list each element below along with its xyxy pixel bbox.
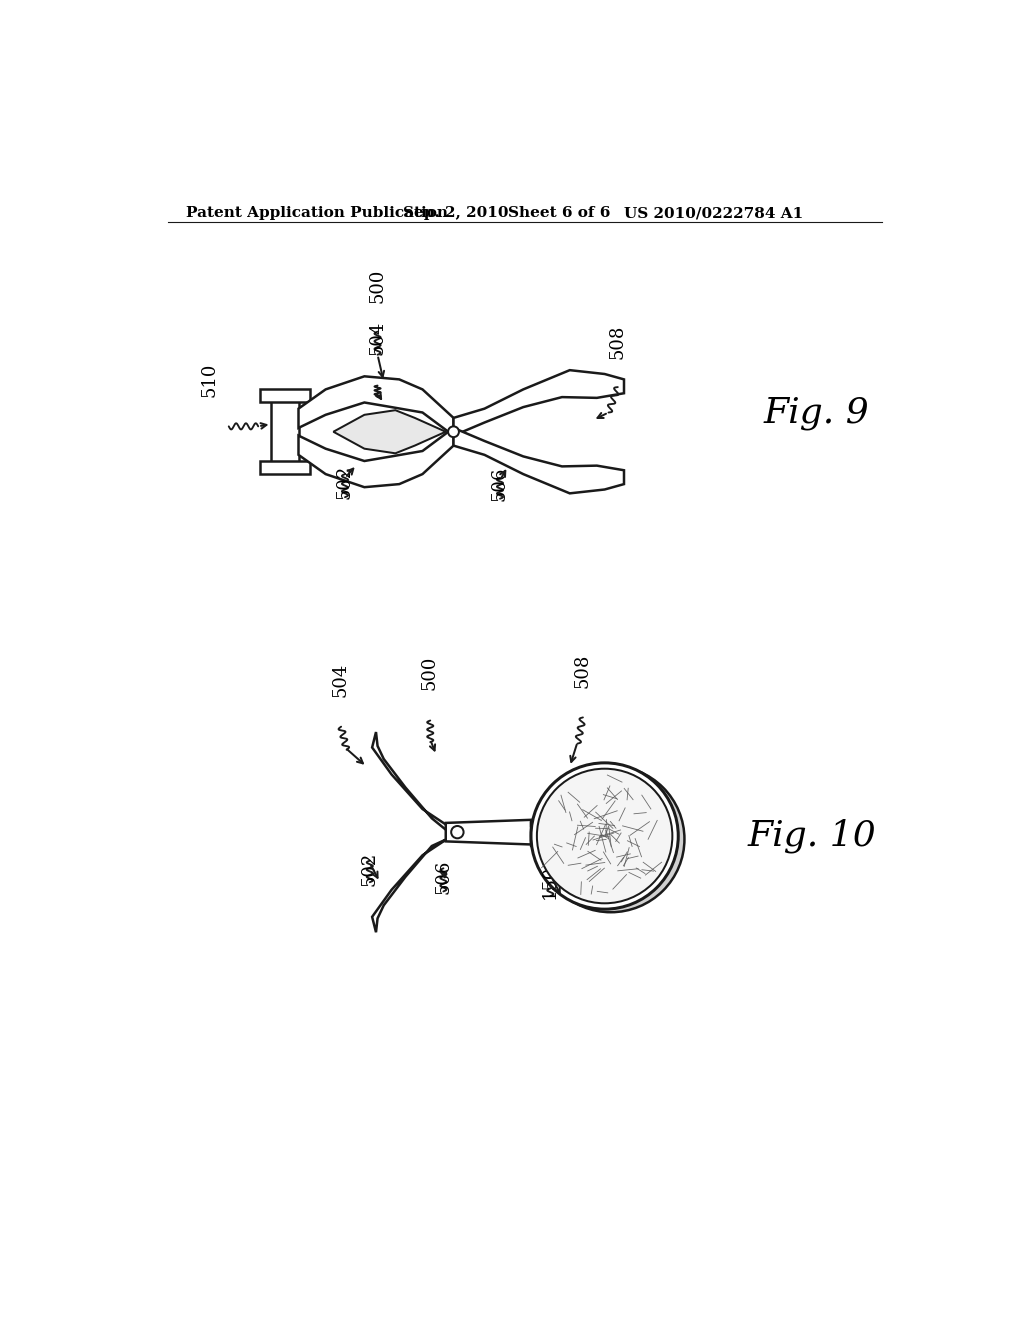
Text: 150: 150 (541, 865, 559, 899)
Circle shape (538, 766, 684, 912)
Polygon shape (372, 733, 454, 836)
Text: 508: 508 (608, 325, 627, 359)
Polygon shape (334, 411, 445, 453)
Polygon shape (454, 428, 624, 494)
Text: 506: 506 (434, 859, 453, 894)
Polygon shape (445, 820, 531, 845)
Text: 504: 504 (369, 321, 386, 355)
Text: 504: 504 (332, 663, 350, 697)
Circle shape (537, 768, 673, 903)
Text: Fig. 10: Fig. 10 (748, 818, 877, 853)
Circle shape (449, 426, 459, 437)
Circle shape (452, 826, 464, 838)
Text: Sep. 2, 2010: Sep. 2, 2010 (403, 206, 509, 220)
Circle shape (531, 763, 678, 909)
Text: Sheet 6 of 6: Sheet 6 of 6 (508, 206, 610, 220)
Text: 508: 508 (573, 653, 592, 688)
Text: 510: 510 (200, 363, 218, 397)
Text: Patent Application Publication: Patent Application Publication (186, 206, 449, 220)
Polygon shape (260, 461, 310, 474)
Polygon shape (372, 836, 454, 932)
Polygon shape (299, 428, 454, 487)
Polygon shape (299, 376, 454, 436)
Text: US 2010/0222784 A1: US 2010/0222784 A1 (624, 206, 803, 220)
Text: 500: 500 (421, 655, 439, 689)
Text: 502: 502 (336, 465, 353, 499)
Text: 506: 506 (490, 467, 509, 502)
Text: 500: 500 (369, 269, 386, 304)
Polygon shape (260, 389, 310, 403)
Text: Fig. 9: Fig. 9 (764, 396, 869, 429)
Polygon shape (454, 370, 624, 436)
Polygon shape (271, 397, 299, 466)
Text: 502: 502 (360, 851, 379, 886)
Text: 152: 152 (573, 800, 592, 834)
